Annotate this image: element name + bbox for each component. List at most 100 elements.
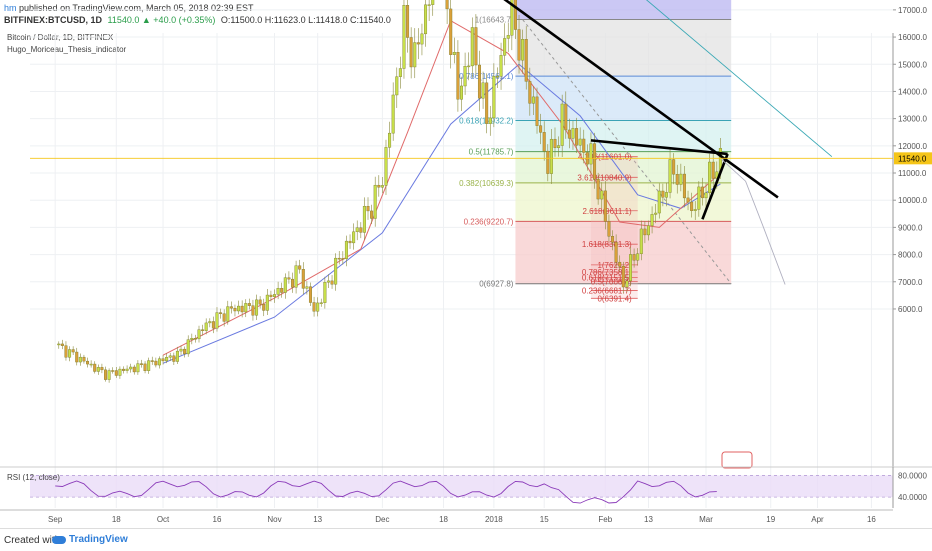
candle-body [312,302,316,312]
candle-body [675,174,679,185]
candle-body [273,294,277,297]
candle-body [646,225,650,236]
time-tick-label: 13 [313,515,322,524]
candle-body [564,103,568,131]
fib-level-label: 0.5(11785.7) [469,148,514,157]
time-tick-label: Apr [811,515,824,524]
time-tick-label: Sep [48,515,63,524]
candle-body [542,132,546,152]
candle-body [294,265,298,288]
candle-body [406,5,410,38]
candle-body [197,329,201,340]
price-tick-label: 13000.0 [898,115,927,124]
chart-header: hm published on TradingView.com, March 0… [0,0,932,32]
candle-body [495,75,499,78]
candle-body [132,366,136,373]
indicator-watermark-icon [721,451,753,469]
price-tick-label: 11000.0 [898,169,927,178]
price-tick-label: 9000.0 [898,223,923,232]
candle-body [89,363,93,366]
candle-body [129,366,133,370]
candle-body [607,221,611,237]
candle-body [118,368,122,376]
rsi-tick-label: 40.0000 [898,493,927,502]
candle-body [409,37,413,68]
time-tick-label: Nov [267,515,281,524]
candle-body [470,27,474,67]
candle-body [567,129,571,139]
candle-body [611,236,615,243]
price-tick-label: 12000.0 [898,142,927,151]
candle-body [323,282,327,303]
candle-body [668,159,672,193]
rsi-tick-label: 80.0000 [898,471,927,480]
candle-body [467,65,471,68]
candle-body [139,363,143,365]
candle-body [204,322,208,331]
candle-body [391,94,395,134]
fib-band [515,19,732,77]
candle-body [183,348,187,355]
candle-body [262,304,266,311]
candle-body [344,240,348,259]
fib-extension-label: 0.618(7151.5) [582,274,632,283]
time-tick-label: Feb [598,515,612,524]
fib-level-label: 1(16643.7) [475,16,514,25]
candle-body [603,190,607,222]
candle-body [201,329,205,331]
candle-body [697,186,701,210]
candle-body [341,258,345,260]
candle-body [416,42,420,45]
candle-body [255,299,259,316]
time-tick-label: 2018 [485,515,503,524]
candle-body [654,212,658,215]
candle-body [68,349,72,358]
candle-body [546,150,550,174]
time-tick-label: 18 [112,515,121,524]
symbol-name: BITFINEX:BTCUSD, 1D [4,15,103,25]
footer-bar: Created with TradingView [0,528,932,551]
candle-body [679,173,683,185]
candle-body [143,363,147,371]
candle-body [682,173,686,199]
candle-body [481,82,485,99]
publish-line: hm published on TradingView.com, March 0… [4,3,254,13]
candle-body [672,159,676,175]
price-axis-bg [893,33,932,508]
candle-body [114,370,118,376]
candle-body [632,254,636,261]
candle-body [60,343,64,346]
candle-body [445,0,449,10]
tradingview-logo[interactable]: TradingView [52,534,128,545]
candle-body [172,355,176,362]
time-tick-label: Mar [699,515,713,524]
fib-extension-label: 0.236(6681.7) [582,286,632,295]
candle-body [650,214,654,226]
candle-body [492,76,496,119]
candle-body [337,257,341,260]
candle-body [107,370,111,380]
fib-extension-label: 0.786(7358.1) [582,268,632,277]
candle-body [557,145,561,148]
candle-body [661,190,665,198]
candle-body [93,363,97,372]
candle-body [175,350,179,362]
candle-body [366,206,370,212]
candle-body [316,302,320,312]
candle-body [64,345,68,358]
candle-body [82,356,86,362]
time-tick-label: 13 [644,515,653,524]
fib-band [515,76,732,121]
candle-body [686,197,690,203]
candle-body [456,52,460,100]
candle-body [247,303,251,306]
rsi-pane [0,466,932,508]
candle-body [157,358,161,366]
candle-body [308,286,312,303]
candle-body [154,360,158,366]
candle-body [355,227,359,233]
author-link[interactable]: hm [4,3,17,13]
price-tick-label: 10000.0 [898,196,927,205]
candle-body [571,128,575,139]
